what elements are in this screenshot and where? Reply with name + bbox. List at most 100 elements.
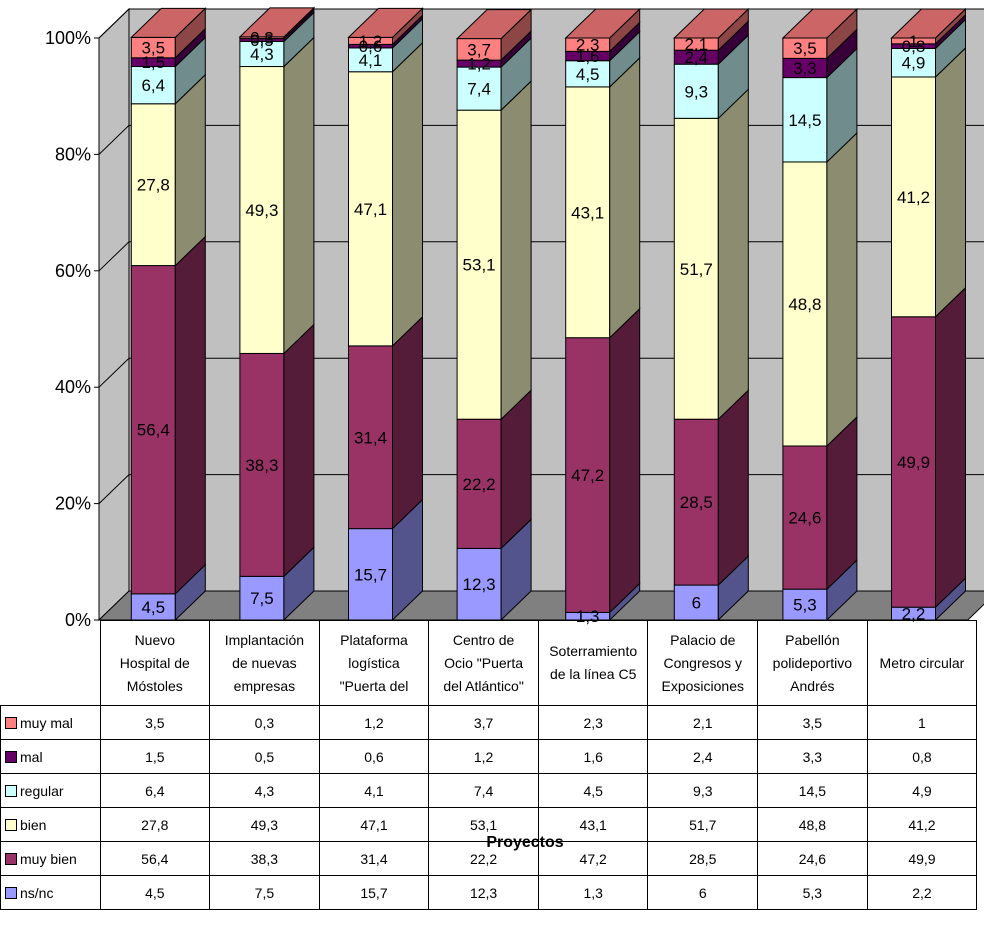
bar-front [239,66,285,354]
category-label: Nuevo Hospital de Móstoles [99,620,211,706]
bar-top [347,7,424,38]
bar-segment [781,7,859,60]
data-labels: 4,556,427,86,41,53,57,538,349,34,30,50,3… [137,29,930,627]
data-label: 14,5 [788,111,821,130]
category-label: Plataforma logística "Puerta del [318,620,430,706]
data-label: 4,5 [576,65,600,84]
table-cell: 0,6 [318,739,430,774]
data-label: 38,3 [245,456,278,475]
category-label: Centro de Ocio "Puerta del Atlántico" [428,620,539,706]
table-cell: 0,5 [209,739,320,774]
legend-swatch [5,886,17,899]
data-label: 31,4 [354,428,387,447]
data-label: 3,5 [793,39,817,58]
table-cell: 0,8 [866,739,978,774]
legend-label: muy bien [20,850,77,867]
bar-front [782,161,828,447]
bar-segment [347,7,424,46]
table-cell: 7,4 [428,773,539,808]
data-label: 3,5 [141,39,165,58]
bar-front [673,584,719,621]
data-label: 1 [909,32,918,51]
bar-segment [130,563,206,622]
bar-segment [130,7,207,59]
bar-side [935,286,966,609]
bar-side [826,415,858,591]
data-label: 0,3 [250,29,274,48]
table-cell: 0,3 [209,705,320,740]
data-label: 2,4 [684,48,708,67]
table-cell: 1,6 [537,739,649,774]
data-label: 1,2 [359,32,383,51]
bar-side [717,389,749,587]
y-tick-label: 0% [65,610,91,630]
legend-entry: mal [0,739,101,774]
bar-segment [891,577,966,622]
legend-entry: ns/nc [0,875,101,910]
bar-top [673,8,750,39]
legend-label: regular [20,782,64,799]
bar-front [782,588,828,621]
data-label: 1,5 [141,53,165,72]
data-label: 47,2 [571,466,604,485]
bar-segment [239,546,315,622]
table-row: mal 1,5 0,5 0,6 1,2 1,6 2,4 3,3 0,8 [0,739,978,774]
data-label: 5,3 [793,596,817,615]
x-axis-label: Proyectos [486,834,564,851]
table-cell: 4,1 [318,773,430,808]
y-tick-label: 40% [55,377,91,397]
legend-swatch [5,784,17,797]
bar-side [174,235,206,595]
table-cell: 43,1 [537,807,649,842]
legend-label: bien [20,816,47,833]
bar-segment [456,389,532,550]
data-label: 15,7 [354,565,387,584]
bar-side [392,315,423,530]
legend-entry: bien [0,807,101,842]
bar-segment [565,56,641,339]
bar-segment [891,286,966,609]
table-cell: 3,3 [757,739,868,774]
data-label: 6,4 [141,76,165,95]
bar-front [673,418,719,586]
table-cell: 12,3 [428,875,539,910]
legend-entry: regular [0,773,101,808]
bar-top [455,9,533,40]
bar-front [673,63,719,119]
table-cell: 2,1 [647,705,759,740]
data-label: 4,3 [250,45,274,64]
bar-front [239,40,285,68]
table-cell: 4,3 [209,773,320,808]
data-label: 2,2 [902,605,926,624]
bar-segment [130,73,206,267]
bar-segment [565,307,641,614]
data-table: Nuevo Hospital de Móstoles Implantación de n… [0,620,978,910]
bar-top [890,8,967,39]
bar-segment [782,47,858,164]
data-label: 3,3 [793,59,817,78]
bar-segment [348,498,423,622]
legend-label: muy mal [20,714,73,731]
bars [130,6,967,622]
bar-segment [673,34,749,120]
bar-side [717,88,749,421]
data-label: 1,2 [467,55,491,74]
data-label: 49,9 [897,453,930,472]
data-label: 0,6 [359,37,383,56]
legend-entry: muy mal [0,705,101,740]
table-header-row: Nuevo Hospital de Móstoles Implantación de n… [1,620,978,706]
table-cell: 22,2 [428,841,539,876]
table-cell: 49,3 [209,807,320,842]
bar-top [238,7,316,38]
bar-front [565,337,611,613]
bar-segment [673,88,749,421]
side-wall [98,7,130,622]
table-cell: 47,1 [318,807,430,842]
table-cell: 6,4 [99,773,211,808]
table-row: muy bien 56,4 38,3 31,4 22,2 47,2 28,5 24,6 49,9 [0,841,978,876]
table-row: bien 27,8 49,3 47,1 53,1 43,1 51,7 48,8 41,2 [0,807,978,842]
bar-segment [348,315,423,530]
table-corner [1,621,101,706]
stacked-bar-chart: 0%20%40%60%80%100% 4,556,427,86,41,53,57… [45,6,984,630]
data-label: 51,7 [680,260,713,279]
